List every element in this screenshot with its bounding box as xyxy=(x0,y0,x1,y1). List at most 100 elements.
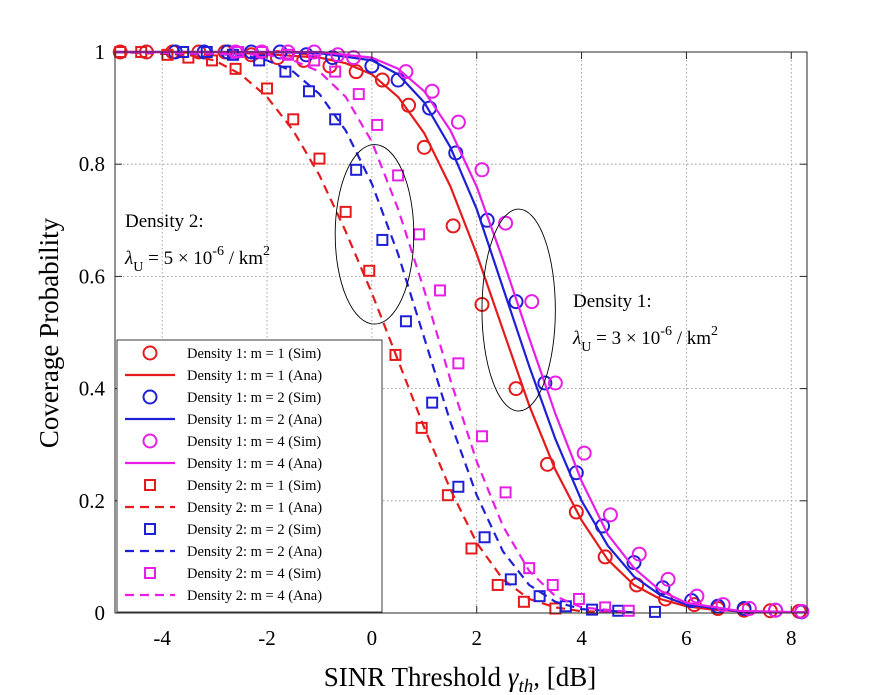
annotation-density-1: Density 1: λU = 3 × 10-6 / km2 xyxy=(572,291,718,355)
data-point xyxy=(363,264,376,277)
y-tick-label: 1 xyxy=(95,40,106,64)
y-tick-label: 0 xyxy=(95,601,106,625)
data-point xyxy=(576,445,592,461)
highlight-ellipse xyxy=(334,144,415,325)
x-tick-label: 4 xyxy=(576,626,587,650)
data-point xyxy=(452,357,465,370)
data-point xyxy=(389,348,402,361)
legend-box xyxy=(116,339,383,613)
x-axis-label-unit: , [dB] xyxy=(533,662,596,692)
x-tick-label: 0 xyxy=(367,626,378,650)
legend-entry: Density 2: m = 4 (Ana) xyxy=(125,588,322,604)
series-line xyxy=(114,50,635,614)
legend-entry: Density 2: m = 1 (Ana) xyxy=(125,500,322,516)
data-point xyxy=(523,562,536,575)
data-point xyxy=(498,215,514,231)
x-tick-label: 6 xyxy=(681,626,692,650)
data-point xyxy=(508,294,524,310)
series-line xyxy=(114,50,635,614)
legend-label: Density 2: m = 1 (Sim) xyxy=(187,478,321,494)
y-tick-label: 0.8 xyxy=(79,152,105,176)
data-point xyxy=(398,64,414,80)
data-point xyxy=(308,54,321,67)
series-2 xyxy=(115,50,807,614)
annotation-density-2-title: Density 2: xyxy=(125,211,204,232)
legend-label: Density 2: m = 4 (Sim) xyxy=(187,566,321,582)
data-point xyxy=(352,88,365,101)
series-4 xyxy=(115,50,808,614)
data-point xyxy=(313,152,326,165)
legend-marker-swatch xyxy=(144,479,156,491)
x-tick-label: 2 xyxy=(471,626,482,650)
x-axis-label-text: SINR Threshold xyxy=(324,662,502,692)
legend-marker-swatch xyxy=(142,433,158,449)
data-point xyxy=(475,430,488,443)
legend-label: Density 1: m = 2 (Sim) xyxy=(187,390,321,406)
data-point xyxy=(597,549,613,565)
annotation-density-2: Density 2: λU = 5 × 10-6 / km2 xyxy=(124,211,270,275)
x-axis-label-subscript: th xyxy=(518,676,533,695)
legend-label: Density 2: m = 2 (Sim) xyxy=(187,522,321,538)
annotation-density-1-formula: λU = 3 × 10-6 / km2 xyxy=(572,324,718,355)
data-point xyxy=(376,233,389,246)
data-point xyxy=(546,578,559,591)
plot-frame xyxy=(114,51,808,614)
legend-marker-swatch xyxy=(144,567,156,579)
x-tick-label: 8 xyxy=(786,626,797,650)
series-10 xyxy=(114,50,635,614)
data-point xyxy=(478,531,491,544)
data-point xyxy=(474,162,490,178)
legend-entry: Density 1: m = 1 (Ana) xyxy=(125,368,322,384)
legend-label: Density 1: m = 1 (Ana) xyxy=(187,368,322,384)
data-point xyxy=(499,486,512,499)
data-point xyxy=(568,504,584,520)
series-12 xyxy=(114,50,635,614)
series-8 xyxy=(114,50,635,614)
data-point xyxy=(287,113,300,126)
series-layer xyxy=(112,44,810,620)
data-point xyxy=(399,315,412,328)
data-point xyxy=(631,546,647,562)
series-line xyxy=(115,50,807,614)
ellipse-layer xyxy=(334,144,556,412)
legend-entry: Density 2: m = 1 (Sim) xyxy=(144,478,321,494)
data-point xyxy=(434,284,447,297)
data-point xyxy=(350,163,363,176)
legend-entry: Density 2: m = 2 (Ana) xyxy=(125,544,322,560)
y-tick-label: 0.2 xyxy=(79,489,105,513)
y-axis-label: Coverage Probability xyxy=(34,217,64,448)
data-point xyxy=(424,83,440,99)
legend-marker-swatch xyxy=(142,389,158,405)
legend-entry: Density 2: m = 2 (Sim) xyxy=(144,522,321,538)
data-point xyxy=(491,578,504,591)
data-point xyxy=(392,169,405,182)
data-point xyxy=(602,507,618,523)
data-point xyxy=(426,396,439,409)
series-line xyxy=(115,50,808,614)
legend-entry: Density 1: m = 2 (Ana) xyxy=(125,412,322,428)
data-point xyxy=(660,571,676,587)
data-point xyxy=(329,65,342,78)
data-point xyxy=(452,480,465,493)
highlight-ellipse xyxy=(481,208,556,412)
x-axis-label: SINR Threshold γth, [dB] xyxy=(324,662,596,695)
y-tick-label: 0.4 xyxy=(79,377,106,401)
y-tick-label: 0.6 xyxy=(79,264,105,288)
legend-label: Density 2: m = 4 (Ana) xyxy=(187,588,322,604)
axis-ticks: -4 -2 0 2 4 6 8 0 0.2 0.4 0.6 0.8 1 xyxy=(79,40,807,650)
x-tick-label: -4 xyxy=(153,626,171,650)
data-point xyxy=(261,82,274,95)
legend-label: Density 1: m = 4 (Ana) xyxy=(187,456,322,472)
data-point xyxy=(371,118,384,131)
data-point xyxy=(229,62,242,75)
data-point xyxy=(689,588,705,604)
data-point xyxy=(572,592,585,605)
legend-entry: Density 2: m = 4 (Sim) xyxy=(144,566,321,582)
data-point xyxy=(517,595,530,608)
data-point xyxy=(465,542,478,555)
series-line xyxy=(115,50,808,614)
series-6 xyxy=(115,50,808,614)
series-5 xyxy=(228,44,810,619)
legend-label: Density 1: m = 4 (Sim) xyxy=(187,434,321,450)
annotation-density-1-title: Density 1: xyxy=(573,291,652,312)
